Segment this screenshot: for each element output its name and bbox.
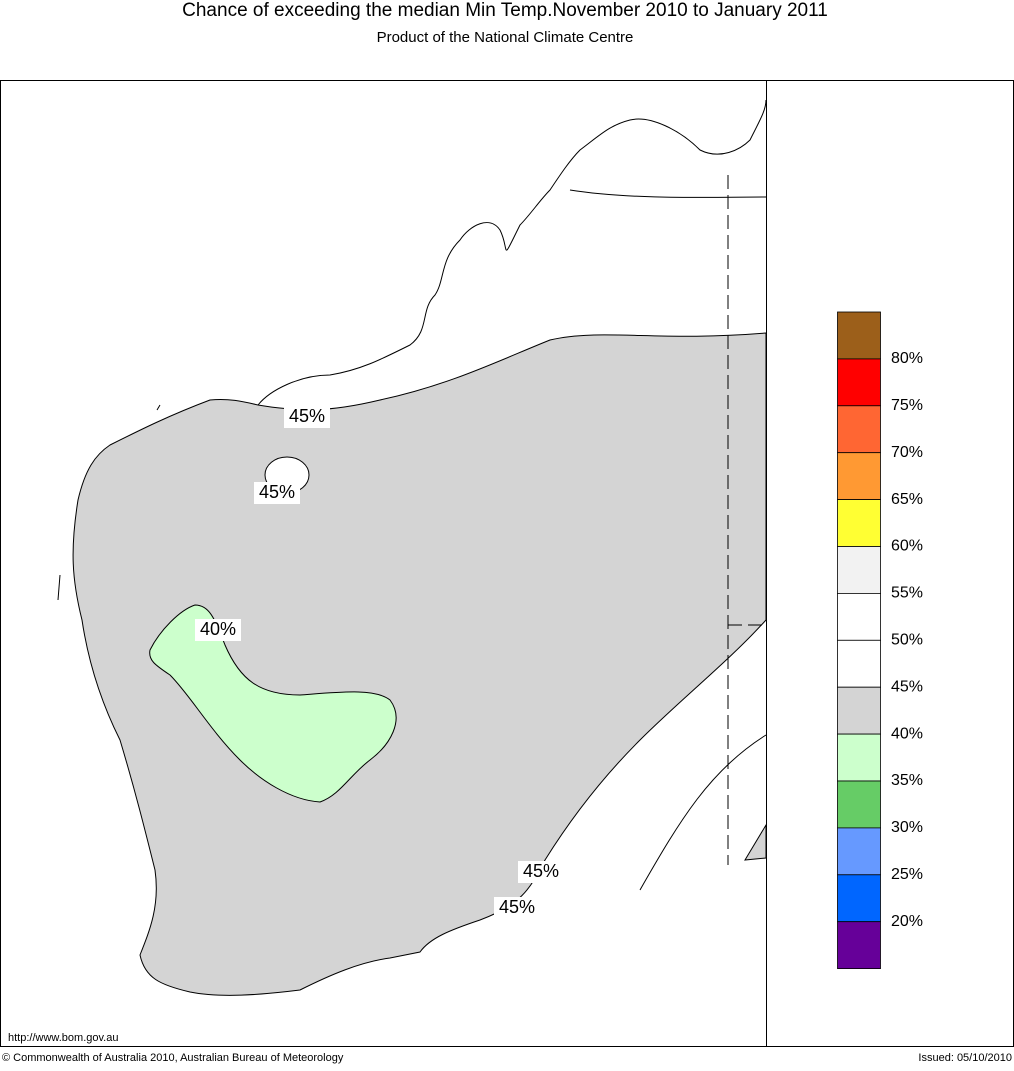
legend-swatch: [837, 311, 881, 360]
legend-label: 25%: [891, 866, 923, 883]
legend-label: 20%: [891, 913, 923, 930]
legend-label: 60%: [891, 538, 923, 555]
legend-label: 35%: [891, 772, 923, 789]
legend-swatch: [837, 780, 881, 829]
contour-label-bg: [518, 861, 564, 883]
border: [727, 175, 766, 865]
legend-swatch: [837, 546, 881, 594]
legend-swatch: [837, 921, 881, 970]
legend-label: 45%: [891, 678, 923, 695]
legend-swatch: [837, 733, 881, 782]
legend-label: 30%: [891, 819, 923, 836]
contour-line: [639, 734, 767, 891]
url: http://www.bom.gov.au: [8, 1032, 118, 1044]
legend: 80% 75% 70% 65% 60% 55% 50% 45% 40% 35% 30% 25% 20%: [837, 311, 923, 970]
contour-label: 45%: [289, 406, 325, 426]
legend-swatch: [837, 452, 881, 501]
legend-label: 75%: [891, 397, 923, 414]
contour-labels: 45% 45% 40% 45% 45%: [195, 406, 564, 919]
contour-label: 40%: [200, 619, 236, 639]
legend-label: 80%: [891, 350, 923, 367]
contour-label-bg: [494, 897, 540, 919]
contour-label: 45%: [523, 861, 559, 881]
border: [569, 189, 767, 198]
legend-swatch: [837, 827, 881, 876]
title: Chance of exceeding the median Min Temp.…: [182, 0, 828, 21]
region-45: [72, 332, 767, 996]
legend-swatch: [837, 358, 881, 407]
legend-label: 65%: [891, 491, 923, 508]
legend-swatch: [837, 499, 881, 547]
legend-swatch: [837, 874, 881, 923]
legend-label: 50%: [891, 632, 923, 649]
legend-swatch: [837, 405, 881, 454]
legend-label: 40%: [891, 725, 923, 742]
contour-label-bg: [195, 619, 241, 641]
contour-label-bg: [254, 482, 300, 504]
coastline: [257, 99, 767, 406]
issued: Issued: 05/10/2010: [918, 1052, 1012, 1064]
island: [57, 404, 161, 601]
legend-label: 70%: [891, 444, 923, 461]
legend-swatch: [837, 686, 881, 735]
copyright: © Commonwealth of Australia 2010, Austra…: [2, 1052, 344, 1064]
contour-label: 45%: [499, 897, 535, 917]
legend-swatch: [837, 639, 881, 688]
legend-swatch: [837, 593, 881, 641]
subtitle: Product of the National Climate Centre: [377, 29, 634, 46]
legend-label: 55%: [891, 585, 923, 602]
contour-label: 45%: [259, 482, 295, 502]
map: [57, 99, 767, 996]
contour-label-bg: [284, 406, 330, 428]
